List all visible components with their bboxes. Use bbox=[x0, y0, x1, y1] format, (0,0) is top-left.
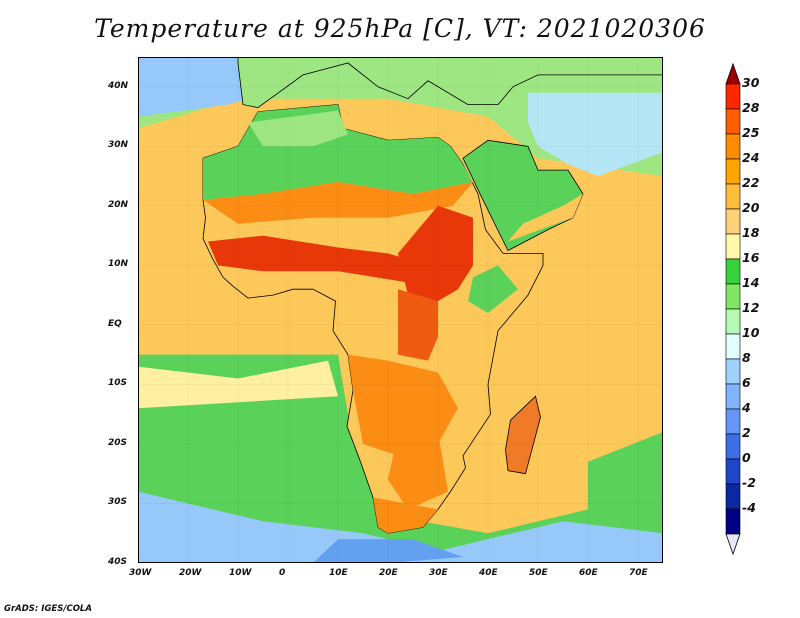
longitude-label: 0 bbox=[279, 568, 286, 578]
colorbar-swatch bbox=[725, 208, 741, 235]
colorbar bbox=[725, 62, 741, 556]
colorbar-swatch bbox=[725, 158, 741, 185]
colorbar-swatch bbox=[725, 283, 741, 310]
colorbar-swatch bbox=[725, 83, 741, 110]
temperature-map bbox=[138, 57, 663, 563]
colorbar-tick-label: 14 bbox=[742, 275, 760, 290]
map-title: Temperature at 925hPa [C], VT: 202102030… bbox=[94, 14, 706, 43]
colorbar-swatch bbox=[725, 483, 741, 510]
colorbar-swatch bbox=[725, 458, 741, 485]
south-central-warm bbox=[348, 354, 458, 456]
europe-middle-east bbox=[237, 57, 663, 109]
cape-warm bbox=[373, 497, 438, 534]
latitude-label: 40N bbox=[108, 80, 129, 91]
colorbar-tick-label: 8 bbox=[742, 350, 751, 365]
colorbar-swatch bbox=[725, 258, 741, 285]
colorbar-tick-label: 22 bbox=[742, 175, 760, 190]
colorbar-tick-label: -4 bbox=[742, 500, 756, 515]
ethiopia-green bbox=[468, 265, 518, 313]
colorbar-tick-label: 2 bbox=[742, 425, 751, 440]
congo-hot bbox=[398, 289, 438, 361]
colorbar-swatch bbox=[725, 308, 741, 335]
colorbar-swatch bbox=[725, 383, 741, 410]
colorbar-tick-label: 6 bbox=[742, 375, 751, 390]
colorbar-bottom-arrow bbox=[725, 533, 741, 556]
indian-ocean-green bbox=[588, 432, 663, 522]
colorbar-tick-label: 30 bbox=[742, 75, 760, 90]
latitude-label: EQ bbox=[108, 318, 122, 329]
longitude-label: 60E bbox=[579, 568, 598, 578]
map-frame bbox=[138, 57, 663, 563]
colorbar-tick-label: 0 bbox=[742, 450, 751, 465]
latitude-label: 40S bbox=[108, 557, 128, 567]
colorbar-swatch bbox=[725, 508, 741, 535]
latitude-label: 20S bbox=[108, 437, 128, 448]
sudan-hot bbox=[398, 205, 473, 307]
longitude-label: 40E bbox=[479, 568, 498, 578]
colorbar-tick-label: -2 bbox=[742, 475, 756, 490]
south-africa-warm bbox=[388, 432, 448, 510]
maghreb-cool bbox=[248, 110, 348, 147]
colorbar-swatch bbox=[725, 433, 741, 460]
colorbar-swatch bbox=[725, 408, 741, 435]
colorbar-top-arrow bbox=[725, 62, 741, 85]
colorbar-tick-label: 20 bbox=[742, 200, 760, 215]
colorbar-swatch bbox=[725, 333, 741, 360]
colorbar-swatch bbox=[725, 358, 741, 385]
iran-cold bbox=[528, 92, 663, 177]
latitude-label: 30N bbox=[108, 140, 129, 151]
colorbar-tick-label: 10 bbox=[742, 325, 760, 340]
south-atlantic-pale-band bbox=[138, 360, 338, 409]
colorbar-tick-label: 28 bbox=[742, 100, 760, 115]
latitude-label: 30S bbox=[108, 497, 128, 508]
latitude-label: 10N bbox=[108, 259, 129, 270]
colorbar-tick-label: 16 bbox=[742, 250, 760, 265]
cape-cold-water bbox=[313, 539, 463, 563]
longitude-label: 10W bbox=[229, 568, 252, 578]
grads-credit: GrADS: IGES/COLA bbox=[4, 604, 92, 614]
colorbar-tick-label: 25 bbox=[742, 125, 760, 140]
colorbar-tick-label: 12 bbox=[742, 300, 760, 315]
longitude-label: 50E bbox=[529, 568, 548, 578]
south-ocean-blue bbox=[138, 491, 663, 563]
colorbar-swatch bbox=[725, 183, 741, 210]
colorbar-tick-label: 24 bbox=[742, 150, 760, 165]
latitude-label: 10S bbox=[108, 378, 128, 389]
longitude-label: 30E bbox=[429, 568, 448, 578]
arabia-south-warm bbox=[508, 193, 583, 242]
south-ocean-green bbox=[138, 354, 663, 563]
west-africa-hot bbox=[208, 235, 428, 284]
longitude-label: 20E bbox=[379, 568, 398, 578]
colorbar-tick-label: 18 bbox=[742, 225, 760, 240]
sahel-warm bbox=[203, 182, 473, 224]
colorbar-swatch bbox=[725, 133, 741, 160]
colorbar-tick-label: 4 bbox=[742, 400, 751, 415]
longitude-label: 10E bbox=[329, 568, 348, 578]
longitude-label: 30W bbox=[129, 568, 152, 578]
latitude-label: 20N bbox=[108, 199, 129, 210]
colorbar-swatch bbox=[725, 233, 741, 260]
longitude-label: 70E bbox=[629, 568, 648, 578]
madagascar bbox=[505, 395, 541, 475]
longitude-label: 20W bbox=[179, 568, 202, 578]
colorbar-swatch bbox=[725, 108, 741, 135]
